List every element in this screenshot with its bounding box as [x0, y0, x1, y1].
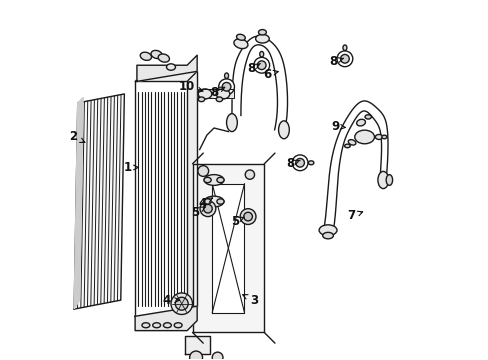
Circle shape — [175, 297, 188, 310]
Text: 8: 8 — [329, 55, 343, 68]
Ellipse shape — [163, 323, 171, 328]
Ellipse shape — [386, 175, 392, 185]
Circle shape — [189, 351, 202, 360]
Polygon shape — [145, 71, 197, 306]
Ellipse shape — [258, 30, 266, 35]
Polygon shape — [198, 89, 233, 98]
Ellipse shape — [203, 175, 224, 185]
Polygon shape — [135, 81, 187, 316]
Text: 7: 7 — [347, 210, 362, 222]
Ellipse shape — [217, 177, 224, 183]
Ellipse shape — [142, 323, 149, 328]
Circle shape — [295, 158, 304, 167]
Circle shape — [240, 209, 255, 225]
Circle shape — [244, 170, 254, 179]
Text: 5: 5 — [230, 215, 244, 228]
Circle shape — [218, 79, 234, 95]
Text: 4: 4 — [198, 197, 212, 210]
Ellipse shape — [255, 35, 269, 43]
Ellipse shape — [344, 144, 349, 148]
Text: 8: 8 — [246, 62, 260, 75]
Ellipse shape — [226, 114, 237, 132]
Ellipse shape — [224, 73, 228, 78]
Ellipse shape — [322, 232, 333, 239]
Text: 9: 9 — [330, 120, 345, 133]
Polygon shape — [185, 336, 210, 354]
Circle shape — [292, 155, 307, 171]
Ellipse shape — [236, 34, 245, 40]
Ellipse shape — [198, 89, 211, 99]
Ellipse shape — [203, 196, 224, 207]
Circle shape — [336, 51, 352, 67]
Text: 3: 3 — [242, 294, 258, 307]
Circle shape — [244, 212, 252, 221]
Text: 2: 2 — [69, 130, 85, 144]
Ellipse shape — [377, 171, 388, 189]
Ellipse shape — [152, 323, 160, 328]
Polygon shape — [74, 94, 124, 309]
Polygon shape — [74, 98, 83, 309]
Ellipse shape — [140, 52, 151, 60]
Ellipse shape — [203, 177, 211, 183]
Text: 4: 4 — [163, 294, 179, 307]
Circle shape — [200, 201, 215, 217]
Polygon shape — [212, 184, 244, 313]
Circle shape — [257, 61, 265, 69]
Ellipse shape — [308, 161, 313, 165]
Text: 6: 6 — [263, 68, 278, 81]
Ellipse shape — [356, 119, 365, 126]
Ellipse shape — [151, 50, 162, 59]
Text: 10: 10 — [179, 80, 203, 93]
Ellipse shape — [375, 134, 382, 139]
Ellipse shape — [216, 89, 229, 99]
Circle shape — [253, 57, 269, 73]
Text: 1: 1 — [123, 161, 138, 174]
Ellipse shape — [158, 54, 169, 62]
Circle shape — [212, 352, 223, 360]
Text: 5: 5 — [191, 206, 205, 219]
Ellipse shape — [342, 45, 346, 50]
Ellipse shape — [259, 51, 263, 57]
Circle shape — [171, 293, 192, 315]
Polygon shape — [192, 164, 264, 332]
Circle shape — [222, 82, 230, 91]
Text: 8: 8 — [286, 157, 300, 170]
Polygon shape — [135, 306, 197, 330]
Ellipse shape — [319, 225, 336, 235]
Ellipse shape — [174, 323, 182, 328]
Circle shape — [203, 204, 212, 213]
Polygon shape — [137, 55, 197, 81]
Ellipse shape — [217, 199, 224, 204]
Ellipse shape — [278, 121, 289, 139]
Ellipse shape — [347, 140, 355, 145]
Ellipse shape — [364, 115, 371, 119]
Circle shape — [198, 166, 208, 176]
Ellipse shape — [216, 97, 222, 102]
Ellipse shape — [354, 130, 374, 144]
Ellipse shape — [166, 64, 175, 70]
Circle shape — [340, 54, 348, 63]
Ellipse shape — [198, 97, 204, 102]
Ellipse shape — [381, 135, 386, 139]
Ellipse shape — [203, 199, 211, 204]
Ellipse shape — [233, 39, 247, 49]
Text: 8: 8 — [210, 86, 224, 99]
